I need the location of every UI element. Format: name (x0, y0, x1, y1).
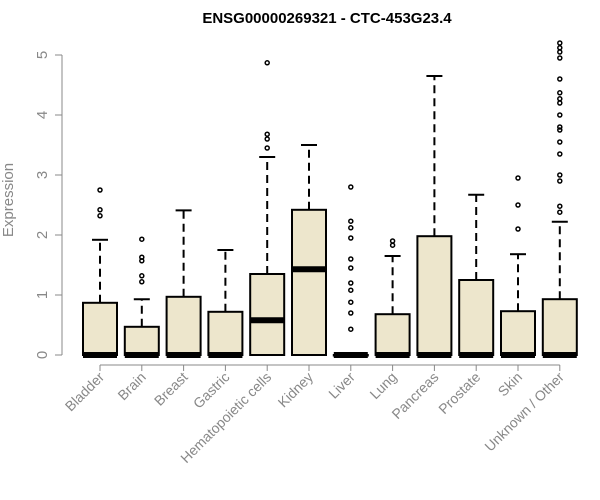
x-tick-label: Breast (151, 369, 191, 409)
outlier-point (97, 213, 103, 219)
outlier-point (515, 226, 521, 232)
outlier-point (557, 127, 563, 133)
outlier-point (557, 76, 563, 82)
box-6 (332, 184, 369, 358)
y-tick-label: 3 (34, 171, 51, 179)
box-7 (374, 238, 411, 358)
box-body (541, 298, 578, 357)
outlier-point (389, 238, 396, 244)
box-plot-series (82, 40, 578, 358)
outlier-point (348, 287, 354, 293)
box-2 (165, 209, 202, 358)
outlier-point (97, 207, 103, 213)
outlier-point (348, 225, 354, 231)
outlier-point (557, 178, 563, 184)
outlier-point (557, 209, 563, 215)
y-tick-label: 5 (34, 51, 51, 59)
outlier-point (264, 60, 270, 66)
y-tick-label: 1 (34, 291, 51, 299)
outlier-point (264, 136, 270, 142)
outlier-point (264, 145, 270, 151)
outlier-point (557, 49, 563, 55)
box-9 (458, 193, 495, 358)
chart-title: ENSG00000269321 - CTC-453G23.4 (202, 10, 452, 27)
outlier-point (557, 45, 563, 51)
outlier-point (348, 184, 354, 190)
outlier-point (557, 203, 563, 209)
box-0 (82, 187, 118, 358)
box-body (416, 235, 453, 356)
box-11 (541, 40, 578, 358)
outlier-point (348, 256, 354, 262)
outlier-point (348, 265, 354, 271)
outlier-point (348, 280, 354, 286)
box-5 (291, 144, 327, 356)
outlier-point (348, 235, 354, 241)
outlier-point (557, 96, 563, 102)
box-4 (249, 60, 286, 356)
outlier-point (515, 202, 521, 208)
box-body (500, 310, 536, 357)
x-tick-label: Bladder (62, 369, 108, 415)
y-tick-label: 4 (34, 111, 51, 119)
outlier-point (557, 124, 563, 130)
box-8 (416, 75, 453, 358)
outlier-point (557, 100, 563, 106)
box-body (123, 325, 160, 356)
x-tick-label: Prostate (435, 369, 483, 417)
x-tick-label: Brain (114, 369, 148, 403)
box-body (82, 301, 118, 356)
box-10 (500, 175, 536, 358)
outlier-point (348, 326, 354, 332)
box-body (165, 295, 202, 356)
x-tick-label: Skin (495, 369, 526, 400)
box-body (249, 273, 286, 356)
y-tick-label: 2 (34, 231, 51, 239)
box-body (291, 208, 327, 356)
y-axis: 0 1 2 3 4 5 (34, 51, 63, 359)
outlier-point (557, 40, 563, 46)
outlier-point (97, 187, 103, 193)
box-body (207, 310, 244, 356)
outlier-point (139, 273, 145, 279)
outlier-point (348, 310, 354, 316)
outlier-point (557, 151, 563, 157)
outlier-point (389, 242, 396, 248)
outlier-point (348, 218, 354, 224)
x-tick-label: Unknown / Other (481, 369, 567, 455)
y-tick-label: 0 (34, 351, 51, 359)
box-body (374, 313, 411, 357)
outlier-point (557, 55, 563, 61)
outlier-point (557, 90, 563, 96)
outlier-point (557, 112, 563, 118)
box-body (458, 279, 495, 356)
box-1 (123, 236, 160, 358)
x-tick-label: Kidney (275, 369, 317, 411)
outlier-point (557, 139, 563, 145)
outlier-point (139, 254, 145, 260)
outlier-point (515, 175, 521, 181)
box-3 (207, 249, 244, 358)
x-tick-label: Liver (325, 369, 358, 402)
x-tick-label: Lung (366, 369, 399, 402)
outlier-point (348, 299, 354, 305)
outlier-point (139, 236, 145, 242)
y-axis-label: Expression (0, 163, 17, 237)
outlier-point (139, 279, 145, 285)
outlier-point (264, 131, 270, 137)
outlier-point (557, 172, 563, 178)
